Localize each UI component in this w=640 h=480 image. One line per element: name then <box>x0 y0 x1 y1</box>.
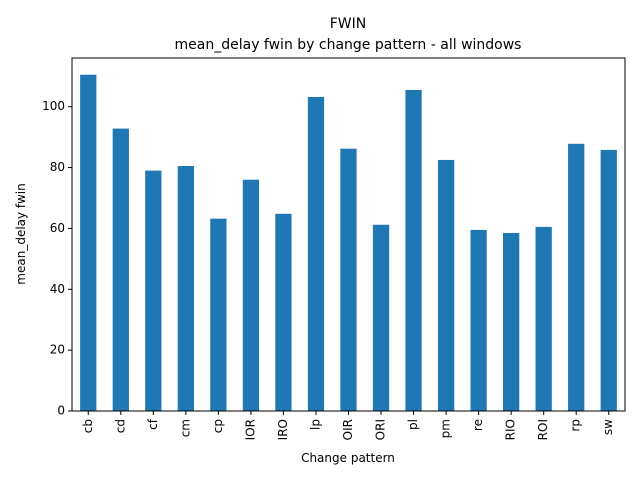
bar-pm <box>437 159 455 411</box>
x-tick-label: cf <box>146 418 160 430</box>
bar-rp <box>568 143 585 411</box>
chart-title: FWIN <box>330 16 367 32</box>
y-tick-label: 40 <box>50 282 65 296</box>
x-tick-label: ROI <box>536 419 550 440</box>
x-tick-label: ORI <box>374 419 388 440</box>
bar-cf <box>145 170 162 411</box>
x-tick-label: re <box>471 419 485 431</box>
x-tick-label: cp <box>211 419 225 433</box>
bars-group <box>80 74 617 412</box>
y-axis-label: mean_delay fwin <box>14 183 28 284</box>
x-tick-label: cb <box>81 419 95 433</box>
x-tick-label: sw <box>601 419 615 435</box>
y-tick-label: 0 <box>57 404 65 418</box>
plot-frame <box>71 57 626 412</box>
chart-subtitle: mean_delay fwin by change pattern - all … <box>175 37 522 53</box>
y-axis: 0 20 40 60 80 100 <box>42 99 72 418</box>
bar-ORI <box>372 224 390 411</box>
x-tick-label: lp <box>308 419 322 430</box>
bar-cm <box>177 166 194 411</box>
x-tick-label: IOR <box>243 419 257 440</box>
bar-pl <box>405 89 422 412</box>
x-tick-label: rp <box>569 419 583 432</box>
x-axis-label: Change pattern <box>301 451 395 465</box>
bar-IRO <box>275 213 292 411</box>
x-tick-label: pl <box>406 419 420 430</box>
bar-sw <box>600 149 617 411</box>
x-tick-label: OIR <box>341 419 355 440</box>
y-tick-label: 80 <box>50 160 65 174</box>
bar-IOR <box>242 179 260 411</box>
y-tick-label: 60 <box>50 221 65 235</box>
bar-cp <box>210 218 227 411</box>
x-tick-label: IRO <box>276 419 290 440</box>
y-tick-label: 100 <box>42 99 65 113</box>
x-tick-label: RIO <box>504 419 518 440</box>
x-axis: cb cd cf cm cp IOR IRO lp OIR ORI pl pm re RIO ROI rp sw <box>81 411 615 440</box>
bar-cd <box>112 128 129 411</box>
x-tick-label: pm <box>439 419 453 438</box>
bar-RIO <box>503 232 520 411</box>
bar-OIR <box>340 148 357 411</box>
bar-re <box>470 229 487 411</box>
bar-cb <box>80 74 97 412</box>
bar-lp <box>307 96 325 411</box>
y-tick-label: 20 <box>50 343 65 357</box>
bar-ROI <box>535 226 552 411</box>
x-tick-label: cd <box>113 419 127 433</box>
x-tick-label: cm <box>178 419 192 437</box>
